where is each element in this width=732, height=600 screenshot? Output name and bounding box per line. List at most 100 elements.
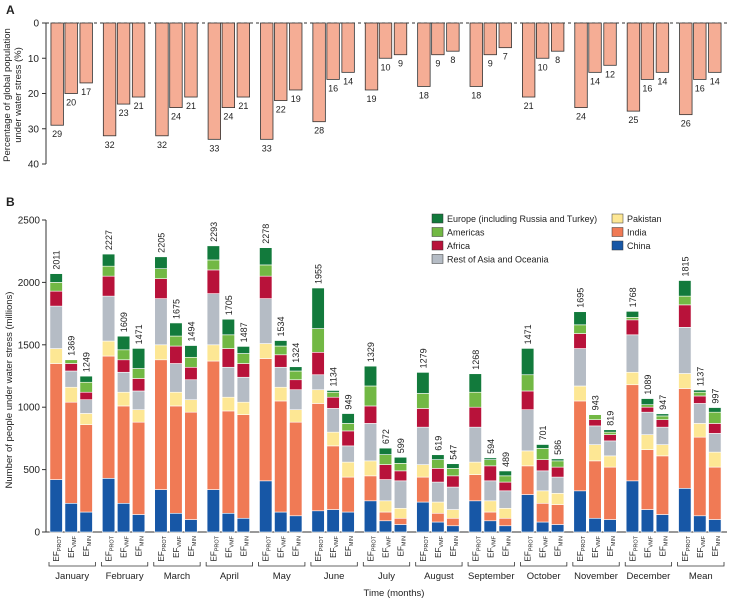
panel-a-bar-label: 16 [695, 83, 705, 93]
panel-b-bar-segment [431, 481, 445, 503]
panel-b-bar-segment [393, 480, 408, 509]
panel-b-bar-segment [311, 328, 325, 353]
panel-b-bar-segment [431, 454, 445, 460]
panel-b-y-axis-title: Number of people under water stress (mil… [4, 292, 15, 489]
panel-b-bar-segment [573, 333, 587, 349]
panel-b-bar-segment [169, 363, 183, 393]
panel-b-bar-segment [221, 334, 235, 349]
panel-a-bar-label: 24 [223, 112, 233, 122]
panel-b-bar-segment [521, 348, 535, 376]
panel-b-bar-segment [117, 335, 131, 351]
panel-b-bar-segment [551, 458, 565, 462]
panel-b-bar-segment [416, 393, 430, 409]
panel-b-bar-segment [416, 501, 430, 533]
panel-b-bar-segment [603, 440, 617, 457]
panel-b-bar-segment [49, 363, 63, 480]
panel-b-month-label: May [273, 571, 291, 582]
panel-b-bar-segment [378, 464, 393, 480]
panel-b-ef-label: EFVMF [329, 535, 340, 557]
panel-a-bar-label: 20 [66, 98, 76, 108]
panel-b-bar-segment [184, 411, 198, 520]
legend-label: Africa [447, 241, 470, 251]
panel-b-bar-segment [693, 436, 707, 517]
panel-b-group-bracket [624, 562, 673, 567]
panel-a-y-tick-label: 20 [28, 89, 40, 100]
panel-b-bar-segment [536, 470, 550, 492]
panel-b-bar-segment [536, 521, 550, 533]
panel-b-total-label: 1249 [82, 352, 92, 372]
panel-b-month-label: November [574, 571, 618, 582]
panel-b-bar-segment [625, 319, 639, 336]
panel-b-total-label: 2293 [209, 222, 219, 242]
panel-b-bar-segment [551, 493, 565, 505]
panel-a-bar-label: 21 [524, 101, 534, 111]
panel-a-bar [364, 22, 379, 91]
panel-b-ef-label: EFPROT [367, 535, 378, 561]
panel-b-bar-segment [708, 451, 722, 468]
panel-b-bar-segment [259, 275, 273, 299]
panel-b-bar-segment [206, 245, 220, 261]
panel-b-bar-segment [693, 403, 707, 424]
panel-a-y-tick-label: 40 [28, 160, 40, 171]
panel-b-month-label: January [55, 571, 89, 582]
panel-b-bar-segment [341, 423, 355, 432]
panel-b-bar-segment [154, 298, 168, 346]
panel-b-y-tick-label: 2000 [18, 278, 41, 289]
panel-b-ef-label: EFMIN [82, 536, 93, 556]
panel-b-total-label: 1369 [67, 336, 77, 356]
panel-b-bar-segment [132, 368, 146, 379]
panel-b-y-tick-label: 0 [34, 528, 40, 539]
panel-b-bar-segment [117, 502, 131, 533]
panel-a-bar [393, 22, 408, 56]
panel-b-bar-segment [603, 429, 617, 433]
panel-b-bar-segment [378, 500, 393, 513]
panel-a-bar [102, 22, 117, 137]
panel-b-bar-segment [655, 444, 669, 457]
panel-b-bar-segment [289, 370, 303, 381]
panel-a-bar-label: 33 [209, 143, 219, 153]
panel-b-bar-segment [64, 401, 78, 504]
panel-b-bar-segment [311, 510, 325, 533]
panel-b-bar-segment [498, 470, 512, 477]
panel-b-bar-segment [483, 500, 497, 513]
panel-a-bar-label: 21 [238, 101, 248, 111]
panel-b-bar-segment [102, 253, 116, 267]
panel-b-bar-segment [326, 408, 340, 433]
panel-b-total-label: 1268 [471, 350, 481, 370]
panel-b-total-label: 701 [538, 425, 548, 440]
panel-b-ef-label: EFMIN [658, 536, 669, 556]
panel-b-bar-segment [289, 409, 303, 423]
panel-a-bar-label: 14 [710, 76, 720, 86]
panel-b-bar-segment [117, 359, 131, 373]
legend-swatch [431, 240, 444, 251]
legend-swatch [431, 254, 444, 264]
panel-a-bar-label: 14 [343, 76, 353, 86]
panel-b-bar-segment [79, 511, 93, 533]
panel-b-bar-segment [393, 524, 408, 533]
panel-a-bar [169, 22, 183, 108]
panel-b-bar-segment [184, 519, 198, 533]
panel-b-y-tick-label: 2500 [18, 216, 41, 227]
panel-b-bar-segment [236, 414, 250, 519]
panel-b-bar-segment [378, 520, 393, 533]
panel-a-bar-label: 33 [262, 143, 272, 153]
panel-b-bar-segment [274, 345, 288, 356]
panel-b-bar-segment [678, 373, 692, 389]
panel-b-bar-segment [341, 476, 355, 513]
panel-b-bar-segment [693, 391, 707, 397]
panel-b-bar-segment [498, 507, 512, 519]
panel-b-ef-label: EFPROT [105, 535, 116, 561]
panel-b-bar-segment [431, 468, 445, 483]
panel-b-y-tick-label: 500 [23, 465, 40, 476]
panel-a-bar-label: 12 [605, 69, 615, 79]
panel-b-bar-segment [49, 282, 63, 292]
panel-b-total-label: 1089 [643, 375, 653, 395]
panel-b-bar-segment [289, 515, 303, 533]
panel-a-bar-label: 23 [119, 108, 129, 118]
panel-a-bar [536, 22, 550, 59]
panel-a-bar-label: 21 [134, 101, 144, 111]
panel-a-bar-label: 10 [538, 62, 548, 72]
panel-a-bar-label: 19 [291, 94, 301, 104]
panel-b-bar-segment [236, 363, 250, 378]
panel-b-bar-segment [154, 278, 168, 299]
